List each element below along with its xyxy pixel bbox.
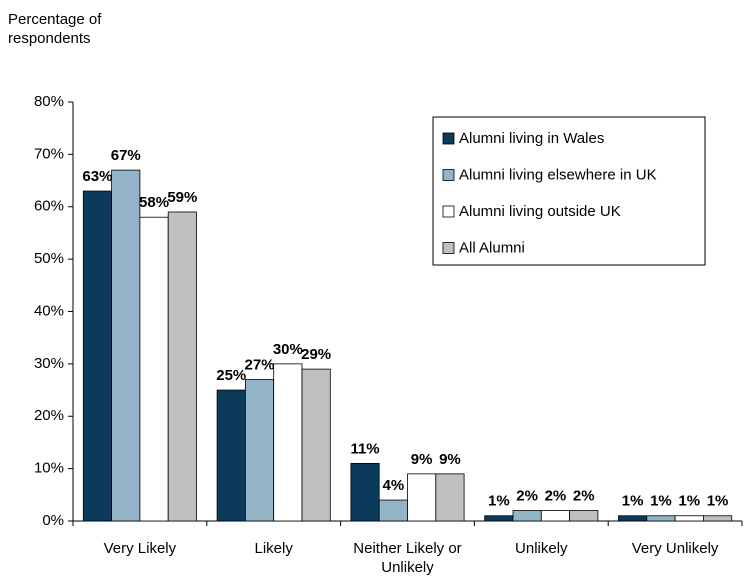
y-tick-label: 60% [34, 198, 64, 215]
legend-swatch [442, 242, 455, 254]
y-tick-label: 70% [34, 145, 64, 162]
bar [646, 515, 676, 522]
bar [512, 510, 542, 522]
bar [674, 515, 704, 522]
x-tick-label: Very Unlikely [631, 540, 719, 557]
data-label: 25% [216, 367, 246, 384]
data-label: 1% [707, 493, 729, 510]
y-tick-label: 80% [34, 93, 64, 110]
data-label: 9% [411, 451, 433, 468]
x-tick-label: Neither Likely or Unlikely [353, 540, 462, 576]
bar [350, 462, 380, 522]
y-tick-label: 10% [34, 460, 64, 477]
bar [139, 216, 169, 522]
bar [216, 389, 246, 522]
y-tick-label: 50% [34, 250, 64, 267]
data-label: 4% [383, 477, 405, 494]
data-label: 1% [488, 493, 510, 510]
data-label: 27% [245, 357, 275, 374]
bar [244, 379, 275, 522]
data-label: 2% [573, 487, 595, 504]
legend-label: Alumni living outside UK [459, 203, 621, 220]
legend-label: Alumni living in Wales [459, 130, 604, 147]
bar [407, 473, 437, 522]
bar [540, 510, 570, 522]
y-tick-label: 40% [34, 302, 64, 319]
x-tick-label: Likely [254, 540, 293, 557]
data-label: 9% [439, 451, 461, 468]
data-label: 1% [622, 493, 644, 510]
legend-box [432, 116, 706, 266]
data-label: 1% [650, 493, 672, 510]
y-tick-label: 30% [34, 355, 64, 372]
bar [569, 510, 599, 522]
x-tick-label: Unlikely [515, 540, 568, 557]
x-tick-label: Very Likely [103, 540, 177, 557]
data-label: 30% [273, 341, 303, 358]
data-label: 11% [350, 440, 379, 457]
y-tick-label: 20% [34, 407, 64, 424]
bar [111, 169, 141, 522]
data-label: 63% [82, 168, 112, 185]
legend-swatch [442, 132, 455, 145]
data-label: 2% [545, 487, 567, 504]
data-label: 2% [516, 487, 538, 504]
bar [484, 515, 514, 522]
data-label: 1% [678, 493, 700, 510]
bar [273, 363, 303, 522]
data-label: 29% [301, 346, 331, 363]
bar [82, 190, 113, 522]
legend-swatch [442, 169, 455, 181]
legend-label: All Alumni [459, 239, 525, 256]
legend-label: Alumni living elsewhere in UK [459, 166, 657, 183]
data-label: 58% [139, 194, 169, 211]
data-label: 59% [167, 189, 197, 206]
bar [167, 211, 197, 522]
bar [301, 368, 331, 522]
bar [618, 515, 648, 522]
y-axis-label: Percentage of respondents [8, 11, 102, 47]
bar [378, 499, 408, 522]
bar [703, 515, 733, 522]
legend-swatch [442, 205, 455, 218]
bar [435, 473, 465, 522]
data-label: 67% [111, 147, 141, 164]
y-tick-label: 0% [42, 512, 64, 529]
